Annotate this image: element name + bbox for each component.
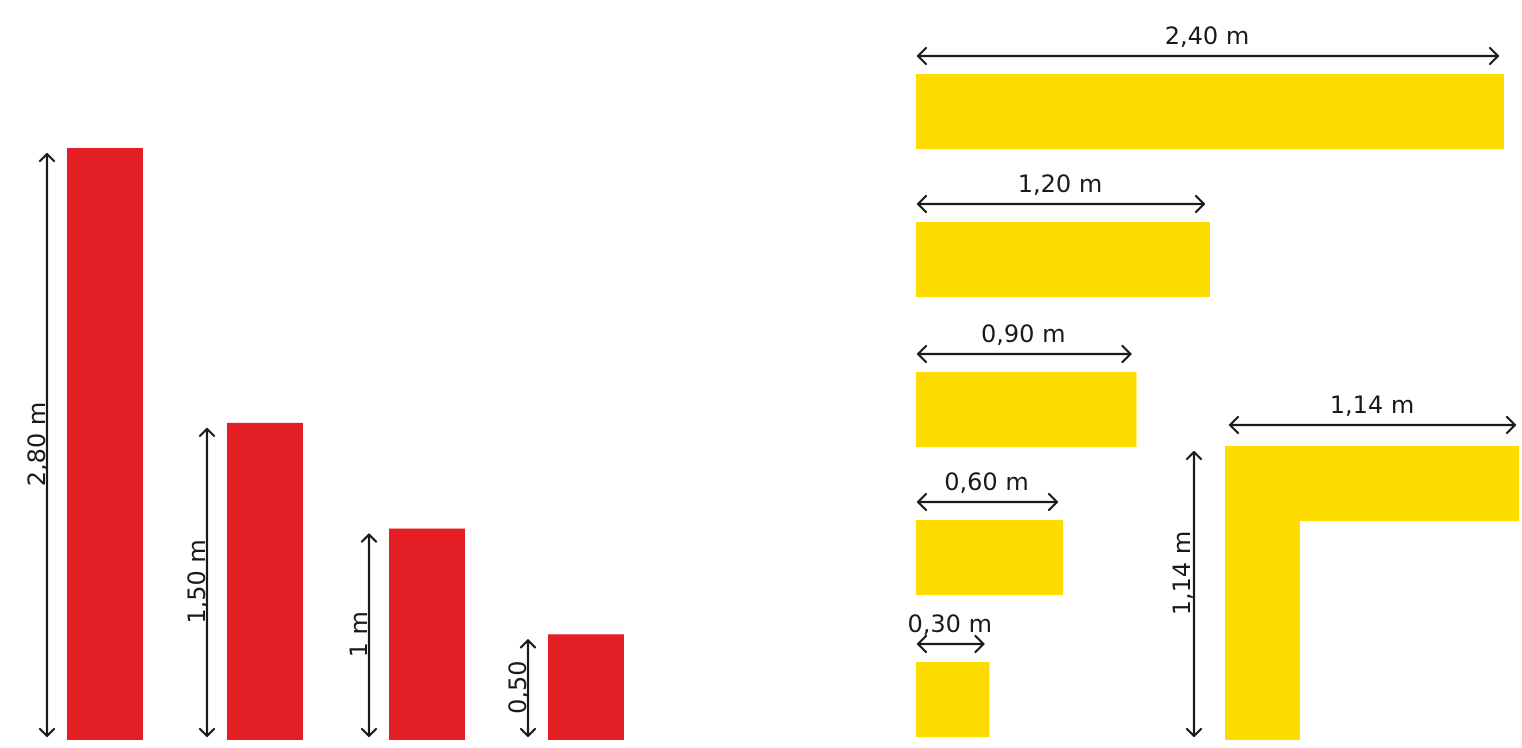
corner-shape-group: 1,14 m 1,14 m xyxy=(1168,391,1519,740)
width-label: 0,30 m xyxy=(908,610,992,638)
width-label: 0,90 m xyxy=(981,320,1065,348)
width-arrow xyxy=(916,634,985,654)
yellow-bar xyxy=(916,662,990,737)
height-label: 2,80 m xyxy=(23,402,51,486)
height-arrow xyxy=(519,639,537,738)
height-label: 0,50 xyxy=(504,660,532,713)
corner-height-label: 1,14 m xyxy=(1168,531,1196,615)
height-label: 1 m xyxy=(345,611,373,657)
corner-width-label: 1,14 m xyxy=(1330,391,1414,419)
corner-height-arrow xyxy=(1185,450,1203,738)
yellow-bar xyxy=(916,74,1504,149)
vertical-bars-group: 2,80 m 1,50 m 1 m 0,50 xyxy=(23,148,624,740)
width-arrow xyxy=(916,344,1132,364)
width-arrow xyxy=(916,492,1059,512)
red-bar xyxy=(548,634,624,740)
height-label: 1,50 m xyxy=(183,539,211,623)
width-label: 1,20 m xyxy=(1018,170,1102,198)
width-label: 2,40 m xyxy=(1165,22,1249,50)
yellow-bar xyxy=(916,520,1063,595)
yellow-corner-shape xyxy=(1225,446,1519,740)
width-label: 0,60 m xyxy=(944,468,1028,496)
height-arrow xyxy=(198,427,216,738)
horizontal-bars-group: 2,40 m 1,20 m 0,90 m 0,60 m 0,30 m xyxy=(908,22,1504,737)
height-arrow xyxy=(38,152,56,738)
width-arrow xyxy=(916,46,1500,66)
corner-width-arrow xyxy=(1228,415,1517,435)
yellow-bar xyxy=(916,222,1210,297)
red-bar xyxy=(67,148,143,740)
height-arrow xyxy=(360,533,378,738)
red-bar xyxy=(389,528,465,740)
width-arrow xyxy=(916,194,1206,214)
red-bar xyxy=(227,422,303,740)
yellow-bar xyxy=(916,372,1137,447)
